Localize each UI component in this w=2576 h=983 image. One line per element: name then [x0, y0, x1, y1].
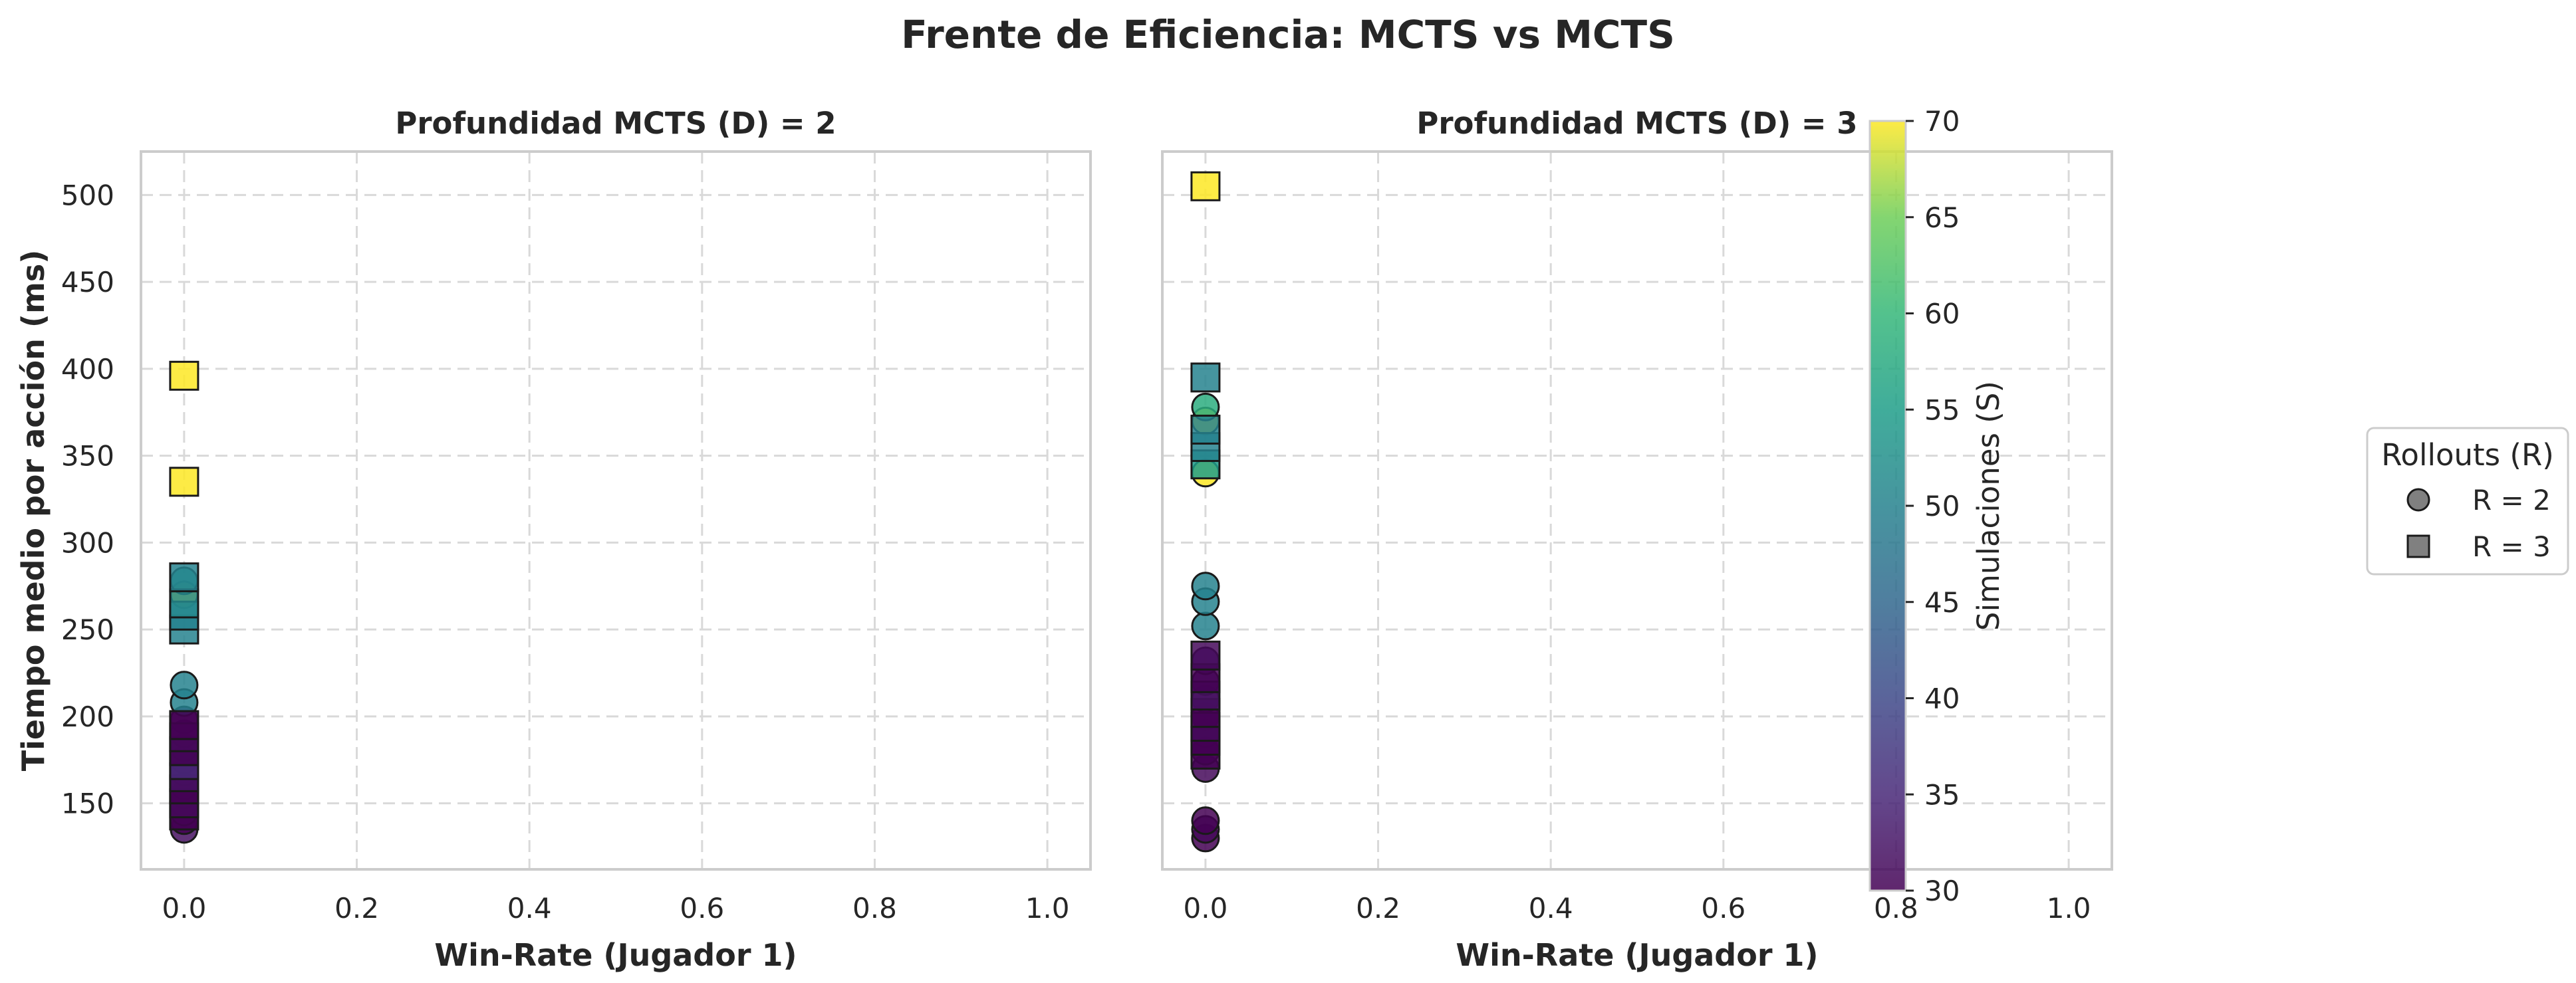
- subplot-1: 0.0 0.2 0.4 0.6 0.8 1.0 150 200 250 300 350 400 450 5…: [15, 106, 1092, 973]
- data-point-square: [169, 562, 199, 593]
- colorbar-tick-label: 60: [1924, 298, 1960, 330]
- data-point-square: [169, 360, 199, 391]
- colorbar-tick-label: 55: [1924, 393, 1960, 426]
- colorbar-tick-label: 45: [1924, 586, 1960, 619]
- colorbar-label: Simulaciones (S): [1971, 381, 2006, 631]
- x-tick-label: 0.4: [1529, 892, 1573, 925]
- colorbar-gradient: [1868, 120, 1907, 892]
- x-tick-label: 0.6: [680, 892, 724, 925]
- x-tick-label: 0.2: [1356, 892, 1400, 925]
- colorbar-tick-label: 70: [1924, 105, 1960, 138]
- legend-title: Rollouts (R): [2381, 437, 2554, 473]
- data-point-circle: [170, 671, 199, 700]
- colorbar-tick-label: 50: [1924, 490, 1960, 522]
- x-axis-label: Win-Rate (Jugador 1): [434, 937, 797, 973]
- x-tick-label: 1.0: [1025, 892, 1070, 925]
- data-point-square: [169, 467, 199, 497]
- data-point-square: [1190, 640, 1221, 671]
- x-tick-label: 0.4: [507, 892, 552, 925]
- figure-title: Frente de Eficiencia: MCTS vs MCTS: [901, 12, 1675, 57]
- y-tick-label: 150: [61, 788, 114, 820]
- colorbar-tick-label: 30: [1924, 875, 1960, 907]
- y-tick-label: 300: [61, 526, 114, 559]
- x-tick-label: 1.0: [2047, 892, 2091, 925]
- data-points: [1190, 171, 1221, 853]
- data-point-circle: [1191, 611, 1220, 641]
- x-tick-label: 0.0: [162, 892, 207, 925]
- plot-frame: [140, 150, 1092, 871]
- legend-marker-square: [2406, 534, 2430, 558]
- x-axis-label: Win-Rate (Jugador 1): [1456, 937, 1818, 973]
- grid: [1162, 152, 2112, 869]
- colorbar-tick-label: 40: [1924, 683, 1960, 715]
- x-tick-label: 0.2: [334, 892, 379, 925]
- data-points: [169, 360, 199, 844]
- y-tick-label: 350: [61, 440, 114, 473]
- data-point-square: [1190, 171, 1221, 201]
- panels: 0.0 0.2 0.4 0.6 0.8 1.0 150 200 250 300 350 400 450 5…: [15, 106, 2113, 973]
- legend-item-label: R = 3: [2472, 530, 2551, 563]
- colorbar-tick-label: 35: [1924, 778, 1960, 811]
- data-point-square: [1190, 362, 1221, 393]
- legend-marker-circle: [2406, 488, 2430, 512]
- y-tick-label: 450: [61, 266, 114, 298]
- y-tick-label: 200: [61, 701, 114, 733]
- data-point-square: [169, 710, 199, 740]
- colorbar: 30 35 40 45 50 55 60 65 70 Simulaciones (S): [1868, 105, 2006, 907]
- y-axis-label: Tiempo medio por acción (ms): [15, 250, 51, 772]
- subplot-2: 0.0 0.2 0.4 0.6 0.8 1.0 Profundidad MCTS (D) =…: [1161, 106, 2113, 973]
- x-tick-label: 0.8: [852, 892, 897, 925]
- y-tick-label: 250: [61, 613, 114, 646]
- legend-item-label: R = 2: [2472, 484, 2551, 516]
- x-tick-label: 0.6: [1701, 892, 1745, 925]
- data-point-circle: [1191, 806, 1220, 835]
- y-tick-label: 500: [61, 179, 114, 211]
- data-point-square: [1190, 414, 1221, 445]
- data-point-square: [169, 588, 199, 619]
- legend: Rollouts (R) R = 2 R = 3: [2366, 427, 2569, 576]
- x-tick-label: 0.0: [1184, 892, 1228, 925]
- plot-frame: [1161, 150, 2113, 871]
- subplot-title: Profundidad MCTS (D) = 3: [1416, 106, 1857, 141]
- y-tick-label: 400: [61, 353, 114, 385]
- x-tick-label: 0.8: [1874, 892, 1918, 925]
- colorbar-tick-label: 65: [1924, 201, 1960, 234]
- subplot-title: Profundidad MCTS (D) = 2: [395, 106, 836, 141]
- data-point-circle: [1191, 572, 1220, 601]
- grid: [141, 152, 1091, 869]
